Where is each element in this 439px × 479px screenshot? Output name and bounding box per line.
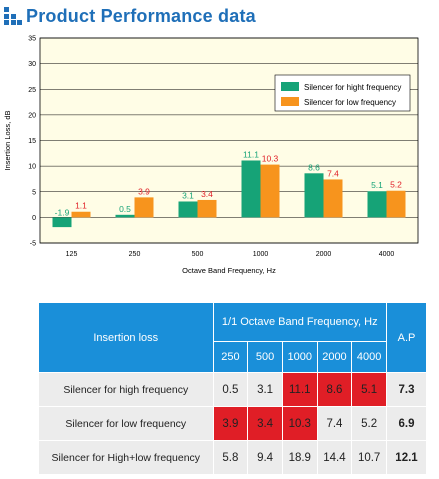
legend-swatch-low (281, 97, 299, 106)
x-axis-title: Octave Band Frequency, Hz (182, 266, 276, 275)
y-tick-label: 10 (28, 164, 36, 171)
x-tick-label: 125 (66, 251, 78, 258)
bar-low (134, 197, 154, 218)
table-row: Silencer for low frequency 3.9 3.4 10.3 … (38, 406, 428, 441)
x-tick-label: 2000 (316, 251, 332, 258)
page-title: Product Performance data (26, 5, 256, 26)
data-label: 5.1 (371, 180, 383, 190)
table-cell: 5.8 (212, 440, 249, 475)
legend-swatch-high (281, 82, 299, 91)
table-cell: 0.5 (212, 372, 249, 407)
y-tick-label: -5 (30, 241, 36, 248)
table-row: Silencer for High+low frequency 5.8 9.4 … (38, 440, 428, 475)
legend-box (274, 74, 411, 112)
bar-low (386, 190, 406, 218)
data-label: -1.9 (55, 207, 70, 217)
data-label: 8.6 (308, 162, 320, 172)
data-label: 1.1 (75, 201, 87, 211)
data-label: 11.1 (243, 149, 259, 159)
bar-high (52, 217, 72, 228)
table-cell: 11.1 (281, 372, 318, 407)
squares-logo-icon (4, 7, 22, 25)
table-cell: 7.4 (316, 406, 353, 441)
header-freq: 4000 (351, 341, 387, 373)
data-label: 10.3 (262, 154, 279, 164)
header-band: 1/1 Octave Band Frequency, Hz (212, 302, 387, 342)
header-insertion-loss: Insertion loss (38, 302, 214, 373)
bar-low (260, 164, 280, 218)
header-freq: 1000 (281, 341, 318, 373)
header-freq: 500 (247, 341, 283, 373)
bar-high (367, 191, 387, 218)
x-tick-label: 250 (129, 251, 141, 258)
bar-high (178, 201, 198, 218)
table-cell: 14.4 (316, 440, 353, 475)
row-label: Silencer for High+low frequency (38, 440, 214, 475)
table-cell: 3.4 (247, 406, 283, 441)
table-cell: 3.1 (247, 372, 283, 407)
bar-low (323, 179, 343, 218)
insertion-loss-chart: -5 0 5 10 15 20 25 30 35 Insertion Loss, dB 125 -1.… (3, 36, 419, 275)
ap-cell: 6.9 (385, 406, 428, 441)
bar-high (241, 160, 261, 218)
table-cell: 5.2 (351, 406, 387, 441)
bar-low (197, 199, 217, 218)
legend-label: Silencer for hight frequency (304, 83, 401, 92)
data-label: 0.5 (119, 204, 131, 214)
table-cell: 18.9 (281, 440, 318, 475)
header-freq: 2000 (316, 341, 353, 373)
x-tick-label: 500 (192, 251, 204, 258)
y-tick-label: 20 (28, 112, 36, 119)
table-cell: 10.7 (351, 440, 387, 475)
data-label: 7.4 (327, 168, 339, 178)
y-tick-label: 35 (28, 36, 36, 43)
data-label: 3.9 (138, 186, 150, 196)
table-cell: 8.6 (316, 372, 353, 407)
ap-cell: 7.3 (385, 372, 428, 407)
data-label: 5.2 (390, 180, 402, 190)
row-label: Silencer for high frequency (38, 372, 214, 407)
y-tick-label: 0 (32, 215, 36, 222)
header-freq: 250 (212, 341, 249, 373)
performance-table: Insertion loss 1/1 Octave Band Frequency… (38, 302, 428, 475)
y-tick-label: 30 (28, 61, 36, 68)
y-tick-label: 25 (28, 87, 36, 94)
x-tick-label: 4000 (379, 251, 395, 258)
y-tick-label: 15 (28, 138, 36, 145)
data-label: 3.4 (201, 189, 213, 199)
y-tick-label: 5 (32, 189, 36, 196)
bar-high (304, 173, 324, 218)
table-cell: 5.1 (351, 372, 387, 407)
legend-label: Silencer for low frequency (304, 98, 396, 107)
page-header: Product Performance data (4, 4, 256, 28)
header-ap: A.P (385, 302, 428, 373)
table-cell: 9.4 (247, 440, 283, 475)
ap-cell: 12.1 (385, 440, 428, 475)
table-cell: 3.9 (212, 406, 249, 441)
table-row: Silencer for high frequency 0.5 3.1 11.1… (38, 372, 428, 407)
data-label: 3.1 (182, 190, 194, 200)
bar-low (71, 211, 91, 218)
y-axis-title: Insertion Loss, dB (3, 110, 12, 170)
x-tick-label: 1000 (253, 251, 269, 258)
table-cell: 10.3 (281, 406, 318, 441)
row-label: Silencer for low frequency (38, 406, 214, 441)
bar-high (115, 214, 135, 218)
